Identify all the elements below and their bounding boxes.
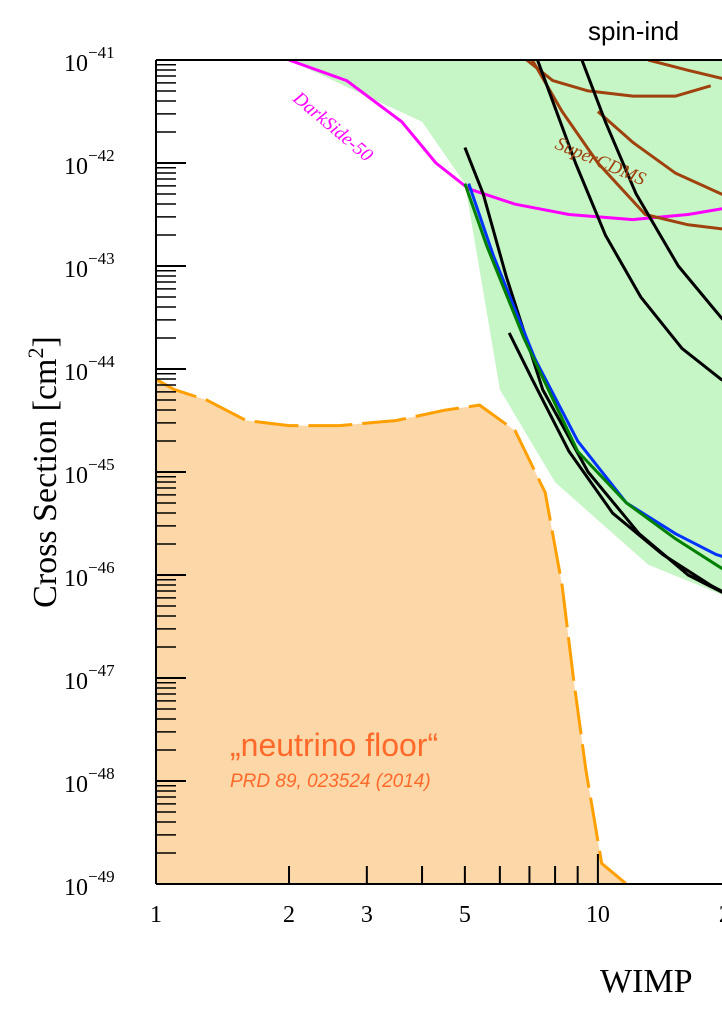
limit-curve-9 bbox=[467, 183, 722, 558]
limit-curve-7 bbox=[463, 147, 722, 594]
limit-curve-5 bbox=[536, 60, 722, 382]
plot-regions bbox=[156, 60, 722, 884]
excluded-region bbox=[289, 60, 722, 595]
y-axis-title: Cross Section [cm2] bbox=[23, 336, 64, 608]
x-tick-label: 2 bbox=[283, 902, 295, 928]
x-tick-label: 1 bbox=[150, 902, 162, 928]
axes: 10−41 10−42 10−43 10−44 10−45 10−46 10−47 10−48… bbox=[64, 43, 722, 928]
plot-curves bbox=[156, 60, 722, 884]
limit-curve-6 bbox=[580, 60, 722, 321]
y-tick-label: 10−41 bbox=[64, 43, 115, 77]
y-tick-label: 10−45 bbox=[64, 455, 115, 489]
neutrino-floor-curve bbox=[156, 377, 629, 884]
neutrino-floor-region bbox=[156, 379, 627, 884]
y-tick-label: 10−49 bbox=[64, 867, 115, 901]
limit-curve-1 bbox=[530, 60, 722, 231]
y-tick-label: 10−44 bbox=[64, 352, 115, 386]
y-tick-label: 10−46 bbox=[64, 558, 115, 592]
neutrino-floor-reference: PRD 89, 023524 (2014) bbox=[230, 771, 431, 792]
x-tick-label: 3 bbox=[361, 902, 373, 928]
x-tick-label: 5 bbox=[459, 902, 471, 928]
x-tick-label: 20 bbox=[719, 902, 722, 928]
x-tick-label: 10 bbox=[586, 902, 610, 928]
neutrino-floor-label: „neutrino floor“ bbox=[230, 727, 438, 763]
y-tick-label: 10−48 bbox=[64, 764, 115, 798]
y-tick-label: 10−47 bbox=[64, 661, 115, 695]
limit-curve-2 bbox=[525, 60, 712, 98]
limit-curve-10 bbox=[463, 183, 722, 571]
limit-curve-3 bbox=[647, 60, 722, 81]
darkside-50-label: DarkSide-50 bbox=[288, 87, 377, 166]
limit-curve-4 bbox=[596, 110, 722, 196]
y-tick-label: 10−43 bbox=[64, 249, 115, 283]
chart-title: spin-ind bbox=[588, 16, 679, 46]
limit-curve-8 bbox=[507, 332, 722, 594]
y-tick-label: 10−42 bbox=[64, 146, 115, 180]
x-axis-title: WIMP bbox=[600, 963, 693, 1000]
